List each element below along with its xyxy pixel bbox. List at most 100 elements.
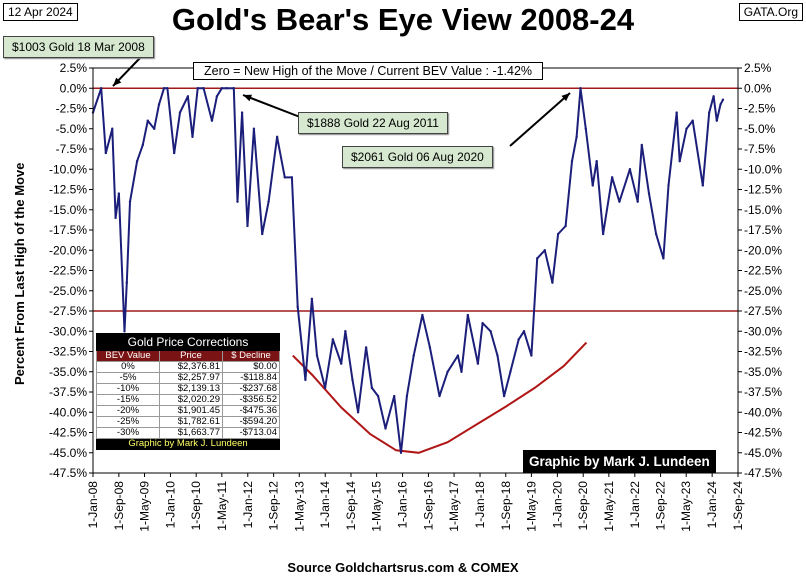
x-tick-label: 1-Jan-22 (628, 481, 642, 529)
data-point (502, 394, 506, 398)
data-point (719, 103, 722, 106)
callout-arrow-2011 (242, 94, 301, 118)
data-point (283, 176, 286, 179)
data-point (370, 386, 374, 390)
credit-label: Graphic by Mark J. Lundeen (523, 450, 716, 473)
y-tick-label: -22.5% (49, 264, 87, 278)
data-point (275, 135, 279, 139)
zero-note: Zero = New High of the Move / Current BE… (193, 62, 544, 80)
y-tick-label: -42.5% (49, 426, 87, 440)
y-tick-label: -40.0% (744, 405, 782, 419)
data-point (210, 119, 214, 122)
x-tick-label: 1-Jan-08 (86, 481, 100, 529)
table-row: 0% $2,376.81 $0.00 (96, 361, 280, 373)
data-point (618, 200, 621, 203)
data-point (246, 224, 249, 228)
y-tick-label: -27.5% (49, 304, 87, 318)
data-point (340, 362, 343, 365)
data-point (376, 394, 380, 398)
data-point (481, 321, 484, 325)
data-point (186, 95, 190, 98)
data-point (536, 257, 539, 260)
y-tick-label: -20.0% (744, 243, 782, 257)
data-point (123, 330, 126, 333)
data-point (146, 119, 149, 122)
x-tick-label: 1-Jan-20 (550, 481, 564, 529)
data-point (466, 313, 470, 317)
source-label: Source Goldchartsrus.com & COMEX (287, 560, 519, 575)
y-tick-label: -45.0% (49, 446, 87, 460)
data-point (125, 281, 128, 284)
x-tick-label: 1-May-13 (292, 481, 306, 532)
data-point (675, 111, 678, 114)
y-tick-label: -32.5% (744, 345, 782, 359)
data-point (111, 127, 114, 130)
data-point (128, 200, 132, 203)
y-tick-label: -42.5% (744, 426, 782, 440)
data-point (117, 192, 121, 195)
data-point (701, 184, 705, 187)
x-tick-label: 1-Sep-22 (654, 481, 668, 531)
data-point (456, 354, 460, 357)
y-tick-label: 2.5% (60, 61, 88, 75)
data-point (530, 354, 533, 357)
y-tick-label: -2.5% (56, 102, 88, 116)
table-header: $ Decline (222, 350, 280, 362)
y-tick-label: -22.5% (744, 264, 782, 278)
data-point (667, 184, 670, 187)
y-tick-label: -37.5% (744, 385, 782, 399)
table-row: -25% $1,782.61 -$594.20 (96, 416, 280, 428)
data-point (191, 135, 194, 139)
y-tick-label: -7.5% (56, 142, 88, 156)
y-tick-label: -12.5% (49, 183, 87, 197)
data-point (715, 119, 719, 122)
x-tick-label: 1-May-11 (215, 481, 229, 531)
data-point (304, 378, 307, 382)
data-point (157, 103, 161, 106)
x-tick-label: 1-Sep-10 (189, 481, 203, 531)
corrections-table: Gold Price Corrections BEV Value Price $… (96, 333, 280, 450)
data-point (399, 451, 403, 454)
data-point (267, 200, 270, 203)
data-point (428, 346, 432, 349)
y-tick-label: -5.0% (56, 122, 88, 136)
data-point (691, 119, 694, 122)
x-tick-label: 1-May-23 (679, 481, 693, 532)
data-point (584, 127, 587, 130)
x-tick-label: 1-May-17 (447, 481, 461, 532)
callout-arrow-2020 (509, 92, 571, 147)
data-point (421, 313, 424, 317)
data-point (252, 127, 256, 130)
data-point (446, 370, 449, 373)
y-tick-label: -10.0% (744, 162, 782, 176)
data-point (712, 95, 715, 98)
data-point (290, 176, 294, 179)
data-point (591, 184, 594, 187)
chart-title: Gold's Bear's Eye View 2008-24 (171, 2, 635, 37)
callout-2020-high: $2061 Gold 06 Aug 2020 (342, 146, 493, 168)
data-point (610, 176, 614, 179)
y-tick-label: -30.0% (49, 324, 87, 338)
data-point (636, 200, 639, 203)
data-point (178, 111, 182, 114)
data-point (364, 346, 368, 349)
data-point (310, 297, 314, 301)
data-point (721, 98, 725, 101)
x-tick-label: 1-Jan-10 (163, 481, 177, 529)
data-point (575, 135, 578, 139)
data-point (225, 87, 228, 90)
data-point (196, 87, 199, 90)
y-tick-label: -47.5% (744, 466, 782, 480)
y-tick-label: 0.0% (60, 81, 88, 95)
y-tick-label: 2.5% (744, 61, 772, 75)
x-tick-label: 1-Jan-14 (318, 481, 332, 529)
y-tick-label: -12.5% (744, 183, 782, 197)
y-tick-label: -17.5% (744, 223, 782, 237)
data-point (595, 159, 598, 163)
x-tick-label: 1-Sep-20 (576, 481, 590, 531)
y-tick-label: -45.0% (744, 446, 782, 460)
y-tick-label: -35.0% (744, 365, 782, 379)
data-point (662, 257, 665, 260)
x-tick-label: 1-Jan-16 (396, 481, 410, 529)
x-tick-label: 1-Sep-24 (731, 481, 745, 531)
